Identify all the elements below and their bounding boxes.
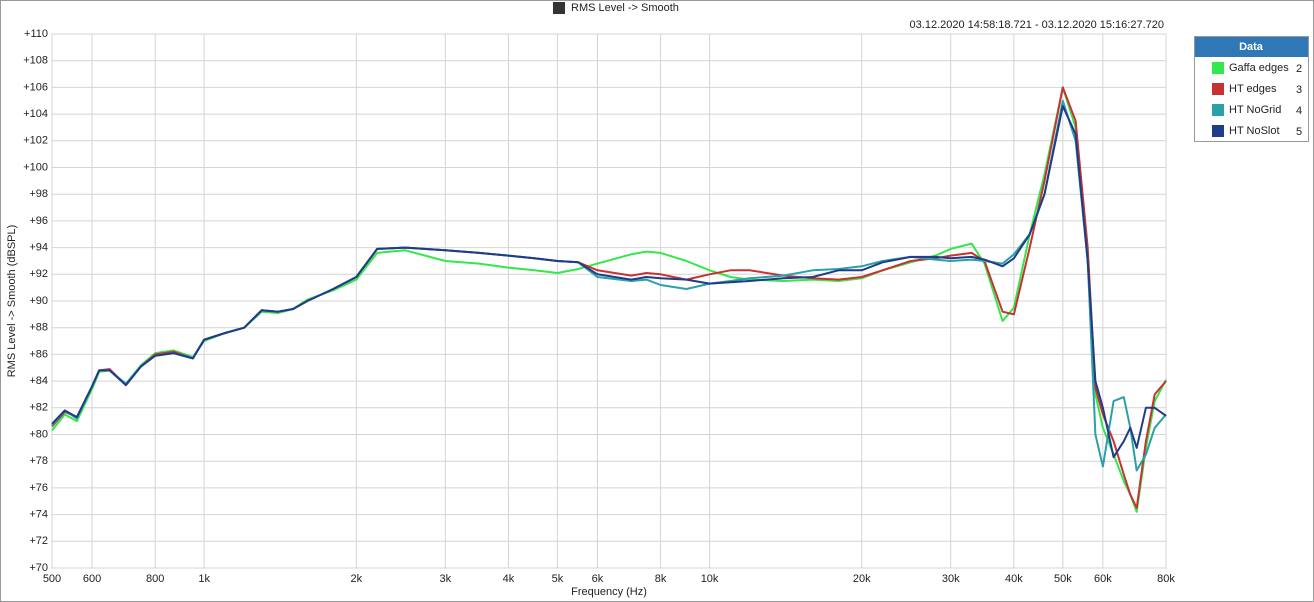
- y-tick-label: +110: [24, 28, 48, 40]
- x-tick-label: 8k: [655, 573, 667, 585]
- legend-header: [1195, 37, 1308, 57]
- x-tick-label: 2k: [350, 573, 362, 585]
- x-tick-label: 10k: [701, 573, 719, 585]
- x-tick-label: 60k: [1094, 573, 1112, 585]
- y-axis-label: RMS Level -> Smooth (dBSPL): [6, 225, 18, 378]
- x-tick-label: 3k: [439, 573, 451, 585]
- y-tick-label: +96: [29, 215, 48, 227]
- x-tick-label: 20k: [853, 573, 871, 585]
- chart-title: RMS Level -> Smooth: [571, 2, 679, 14]
- series-line: [51, 105, 1167, 459]
- legend-index: 5: [1296, 126, 1302, 138]
- x-tick-label: 800: [146, 573, 164, 585]
- title-icon: [553, 2, 565, 14]
- y-tick-label: +70: [29, 562, 48, 574]
- legend-index: 4: [1296, 105, 1302, 117]
- x-tick-label: 50k: [1054, 573, 1072, 585]
- x-tick-label: 1k: [198, 573, 210, 585]
- y-tick-label: +74: [29, 509, 48, 521]
- y-tick-label: +84: [29, 375, 48, 387]
- legend-label: Gaffa edges: [1229, 62, 1289, 74]
- y-tick-label: +86: [29, 348, 48, 360]
- y-tick-label: +102: [23, 135, 48, 147]
- y-tick-label: +92: [29, 268, 48, 280]
- y-tick-label: +88: [29, 322, 48, 334]
- y-tick-label: +98: [29, 188, 48, 200]
- legend-index: 2: [1296, 63, 1302, 75]
- x-tick-label: 600: [83, 573, 101, 585]
- y-tick-label: +108: [23, 55, 48, 67]
- y-tick-label: +100: [23, 161, 48, 173]
- y-tick-label: +76: [29, 482, 48, 494]
- x-tick-label: 5k: [552, 573, 564, 585]
- y-tick-label: +106: [23, 81, 48, 93]
- x-tick-label: 80k: [1157, 573, 1175, 585]
- legend-swatch: [1212, 83, 1224, 95]
- legend-label: HT edges: [1229, 83, 1277, 95]
- x-tick-label: 500: [43, 573, 61, 585]
- y-tick-label: +94: [29, 242, 48, 254]
- x-tick-label: 30k: [942, 573, 960, 585]
- date-range: 03.12.2020 14:58:18.721 - 03.12.2020 15:…: [910, 19, 1164, 31]
- x-axis-label: Frequency (Hz): [571, 586, 647, 598]
- legend-swatch: [1212, 104, 1224, 116]
- x-tick-label: 40k: [1005, 573, 1023, 585]
- x-tick-label: 6k: [592, 573, 604, 585]
- y-tick-label: +78: [29, 455, 48, 467]
- legend-swatch: [1212, 125, 1224, 137]
- y-tick-label: +80: [29, 428, 48, 440]
- legend-label: HT NoGrid: [1229, 104, 1281, 116]
- legend-index: 3: [1296, 84, 1302, 96]
- y-tick-label: +82: [29, 402, 48, 414]
- legend-title: Data: [1239, 41, 1264, 53]
- y-tick-label: +104: [23, 108, 48, 120]
- legend-label: HT NoSlot: [1229, 125, 1280, 137]
- y-tick-label: +72: [29, 535, 48, 547]
- x-tick-label: 4k: [503, 573, 515, 585]
- y-tick-label: +90: [29, 295, 48, 307]
- legend-swatch: [1212, 62, 1224, 74]
